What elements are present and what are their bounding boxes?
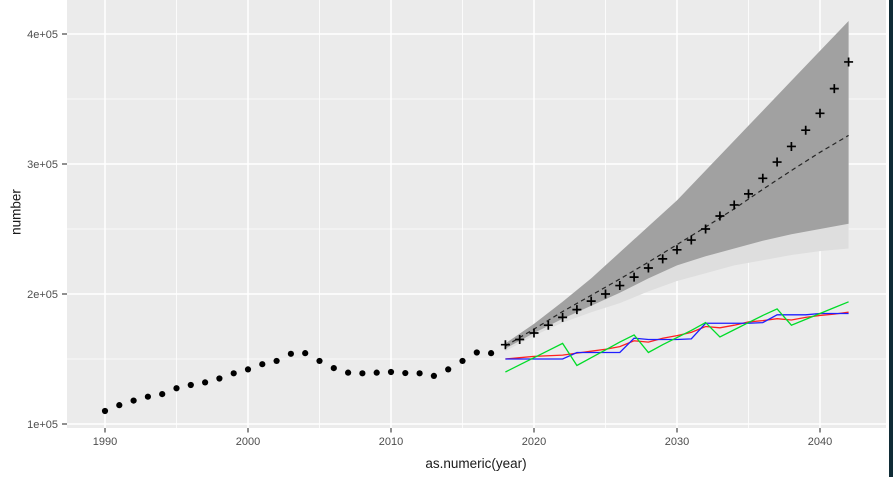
y-tick-label: 1e+05 [27,419,58,431]
forecast-plus-marker [829,84,839,94]
forecast-plus-marker [658,254,668,264]
forecast-plus-marker [586,296,596,306]
axes: 1990 2000 2010 2020 2030 2040 1e+05 2e+05 3e+05 4… [27,29,832,448]
forecast-plus-marker [715,211,725,221]
observed-point [244,366,252,373]
forecast-plus-marker [500,340,510,350]
y-tick-label: 4e+05 [27,29,58,41]
gridlines [67,0,886,428]
forecast-plus-marker [572,305,582,315]
forecast-plus-marker [529,328,539,338]
y-tick-label: 3e+05 [27,159,58,171]
sim-line-green [505,301,849,373]
forecast-plus-marker [629,272,639,282]
y-tick-label: 2e+05 [27,289,58,301]
x-tick-label: 2000 [236,436,260,448]
forecast-plus-marker [844,57,854,67]
forecast-plus-marker [744,189,753,199]
forecast-plus-marker [558,312,568,322]
forecast-mean-line [505,134,849,347]
observed-point [116,402,123,409]
observed-point [430,372,437,379]
observed-point [202,379,209,386]
observed-point [402,369,409,377]
data-layer [101,21,854,415]
observed-point [345,369,352,376]
observed-point [459,357,466,365]
x-tick-label: 2030 [665,436,689,448]
forecast-plus-marker [615,281,625,291]
window-edge-border [889,0,893,477]
observed-point [287,350,294,357]
ci-band-inner [505,21,849,349]
observed-point [159,391,166,398]
observed-point [387,368,395,376]
forecast-points [500,57,854,350]
observed-point [416,370,423,377]
forecast-plus-marker [601,289,610,299]
forecast-plus-marker [543,320,553,330]
observed-point [101,407,109,415]
observed-point [445,366,452,373]
observed-point [259,361,266,368]
observed-point [473,349,480,356]
forecast-plus-marker [686,235,696,245]
observed-point [373,369,380,376]
forecast-plus-marker [772,157,782,167]
observed-point [488,350,495,357]
observed-point [173,385,180,392]
observed-point [359,370,366,377]
forecast-plus-marker [515,335,525,344]
forecast-plus-marker [729,200,739,210]
observed-point [144,393,151,400]
x-tick-label: 2020 [522,436,546,448]
observed-point [316,357,323,365]
observed-point [130,397,137,404]
sim-line-red [505,311,849,360]
forecast-plus-marker [701,224,711,234]
observed-point [216,375,223,382]
x-tick-label: 2010 [379,436,403,448]
x-axis-title: as.numeric(year) [425,456,527,471]
forecast-plus-marker [815,108,825,118]
y-axis-title: number [8,189,24,235]
forecast-plus-marker [672,245,682,255]
forecast-plus-marker [801,125,811,135]
forecast-plus-marker [758,173,768,183]
x-tick-label: 2040 [808,436,832,448]
observed-point [230,370,237,377]
observed-point [187,381,194,389]
forecast-plus-marker [643,263,653,273]
observed-point [330,365,337,372]
x-tick-label: 1990 [93,436,117,448]
sim-line-blue [505,312,849,360]
observed-point [302,350,309,357]
forecast-plus-marker [786,141,796,151]
observed-point [273,357,280,365]
observed-points [101,349,495,415]
